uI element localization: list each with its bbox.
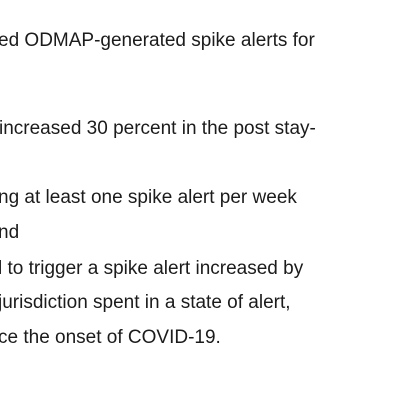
text-line-1: ed ODMAP-generated spike alerts for xyxy=(0,30,315,51)
text-line-5: l to trigger a spike alert increased by xyxy=(0,258,304,279)
text-line-6: jurisdiction spent in a state of alert, xyxy=(0,292,291,313)
text-line-2: increased 30 percent in the post stay- xyxy=(0,118,316,139)
text-line-3: ng at least one spike alert per week xyxy=(0,187,297,208)
text-line-7: ce the onset of COVID-19. xyxy=(0,327,221,348)
text-line-4: nd xyxy=(0,222,20,243)
